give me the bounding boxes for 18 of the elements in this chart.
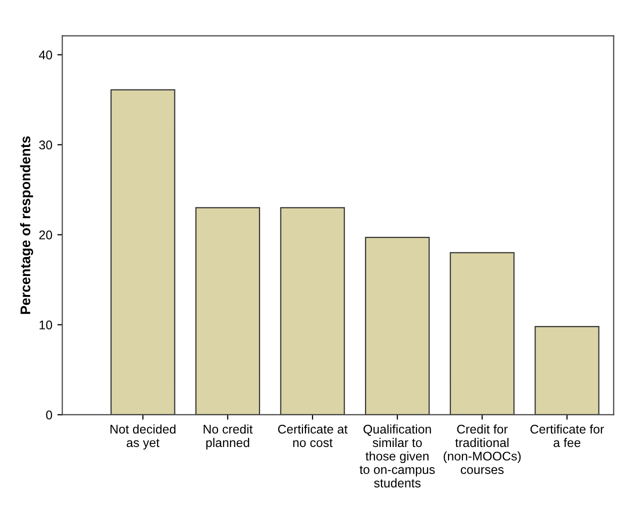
bar bbox=[280, 207, 345, 415]
bar bbox=[450, 252, 515, 415]
x-tick-label: Credit for traditional (non-MOOCs) courses bbox=[444, 424, 521, 474]
x-tick-label: Not decided as yet bbox=[110, 424, 176, 450]
y-tick-label: 40 bbox=[38, 50, 52, 60]
bar bbox=[110, 89, 176, 415]
x-tick-label: Qualification similar to those given to on-campus students bbox=[360, 424, 435, 488]
y-tick-label: 10 bbox=[40, 320, 52, 330]
bar bbox=[534, 326, 600, 415]
x-tick-label: Certificate at no cost bbox=[278, 424, 348, 448]
x-tick-label: No credit planned bbox=[204, 424, 253, 450]
y-tick-label: 30 bbox=[39, 140, 52, 150]
x-tick-label: Certificate for a fee bbox=[530, 424, 604, 448]
y-tick-label: 20 bbox=[39, 230, 52, 240]
y-tick-label: 0 bbox=[46, 410, 52, 420]
bar bbox=[364, 236, 430, 415]
y-axis-title: Percentage of respondents bbox=[20, 136, 34, 314]
bar bbox=[195, 207, 260, 415]
